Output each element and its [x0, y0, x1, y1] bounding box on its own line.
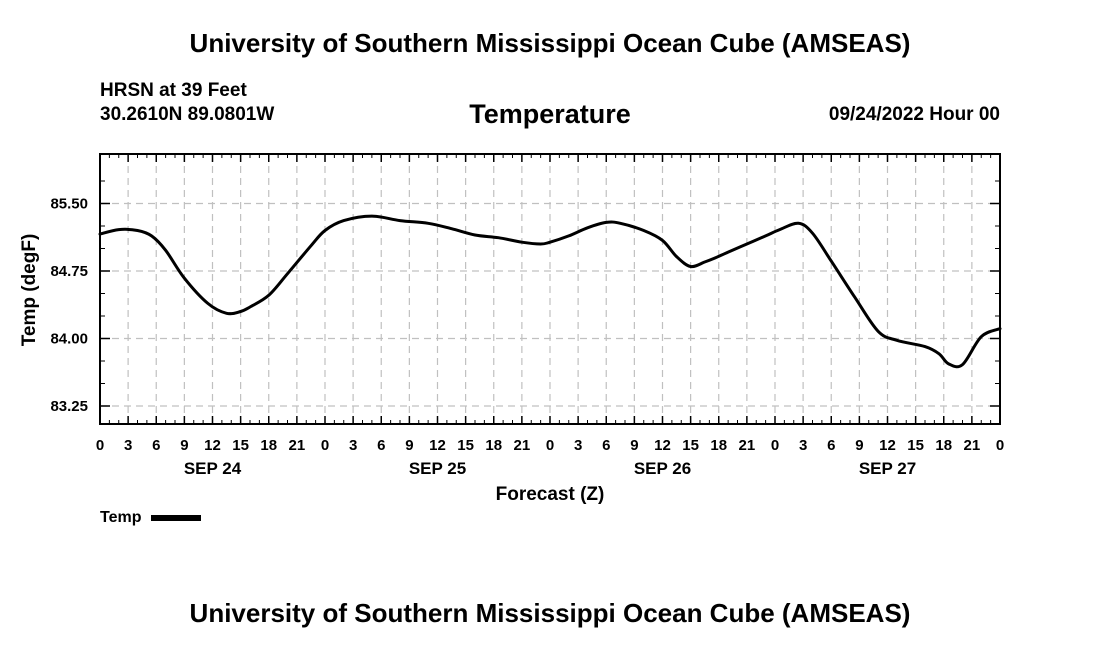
x-tick-label: 18 — [485, 437, 502, 454]
x-tick-label: 15 — [232, 437, 249, 454]
label-layer: 0 3 6 9 12 15 18 21 0 3 6 9 12 15 18 21 0 3 6 9 12 15 18 21 0 3 6 9… — [50, 196, 1004, 479]
x-day-label: SEP 24 — [184, 459, 242, 478]
x-tick-label: 12 — [654, 437, 671, 454]
series-line-temp — [98, 214, 1002, 369]
legend-line-swatch — [151, 515, 202, 521]
x-tick-label: 3 — [574, 437, 582, 454]
x-tick-label: 0 — [321, 437, 329, 454]
y-tick-label: 83.25 — [50, 398, 88, 415]
legend-label: Temp — [100, 509, 142, 526]
x-tick-label: 18 — [935, 437, 952, 454]
x-day-label: SEP 27 — [859, 459, 916, 478]
x-tick-label: 15 — [457, 437, 474, 454]
x-tick-label: 3 — [124, 437, 132, 454]
x-tick-label: 12 — [204, 437, 221, 454]
x-tick-label: 18 — [710, 437, 727, 454]
x-tick-label: 6 — [827, 437, 835, 454]
x-tick-label: 21 — [739, 437, 756, 454]
y-tick-label: 84.75 — [50, 263, 88, 280]
x-day-label: SEP 26 — [634, 459, 691, 478]
x-tick-label: 3 — [349, 437, 357, 454]
tick-layer — [99, 154, 1001, 424]
x-tick-label: 0 — [546, 437, 554, 454]
x-tick-label: 6 — [602, 437, 610, 454]
x-tick-label: 12 — [429, 437, 446, 454]
y-axis-title: Temp (degF) — [19, 234, 40, 347]
series-layer — [98, 214, 1002, 369]
y-tick-label: 85.50 — [50, 196, 88, 213]
x-tick-label: 0 — [996, 437, 1004, 454]
x-tick-label: 0 — [771, 437, 779, 454]
x-day-label: SEP 25 — [409, 459, 466, 478]
x-tick-label: 3 — [799, 437, 807, 454]
x-tick-label: 21 — [964, 437, 981, 454]
legend: Temp — [100, 509, 202, 527]
station-label: HRSN at 39 Feet — [100, 80, 247, 101]
x-tick-label: 9 — [180, 437, 188, 454]
x-tick-label: 15 — [907, 437, 924, 454]
x-tick-label: 18 — [260, 437, 277, 454]
x-tick-label: 21 — [514, 437, 531, 454]
x-tick-label: 0 — [96, 437, 104, 454]
y-tick-label: 84.00 — [50, 331, 88, 348]
location-label: 30.2610N 89.0801W — [100, 104, 275, 125]
x-axis-title: Forecast (Z) — [496, 484, 605, 505]
chart-title-bottom: University of Southern Mississippi Ocean… — [189, 598, 911, 628]
x-tick-label: 6 — [152, 437, 160, 454]
x-tick-label: 12 — [879, 437, 896, 454]
x-tick-label: 15 — [682, 437, 699, 454]
parameter-title: Temperature — [469, 99, 631, 129]
x-tick-label: 9 — [405, 437, 413, 454]
chart-title-top: University of Southern Mississippi Ocean… — [189, 28, 911, 58]
x-tick-label: 9 — [855, 437, 863, 454]
x-tick-label: 21 — [289, 437, 306, 454]
datetime-label: 09/24/2022 Hour 00 — [828, 104, 1000, 125]
x-tick-label: 6 — [377, 437, 385, 454]
grid-layer — [100, 154, 1000, 424]
x-tick-label: 9 — [630, 437, 638, 454]
